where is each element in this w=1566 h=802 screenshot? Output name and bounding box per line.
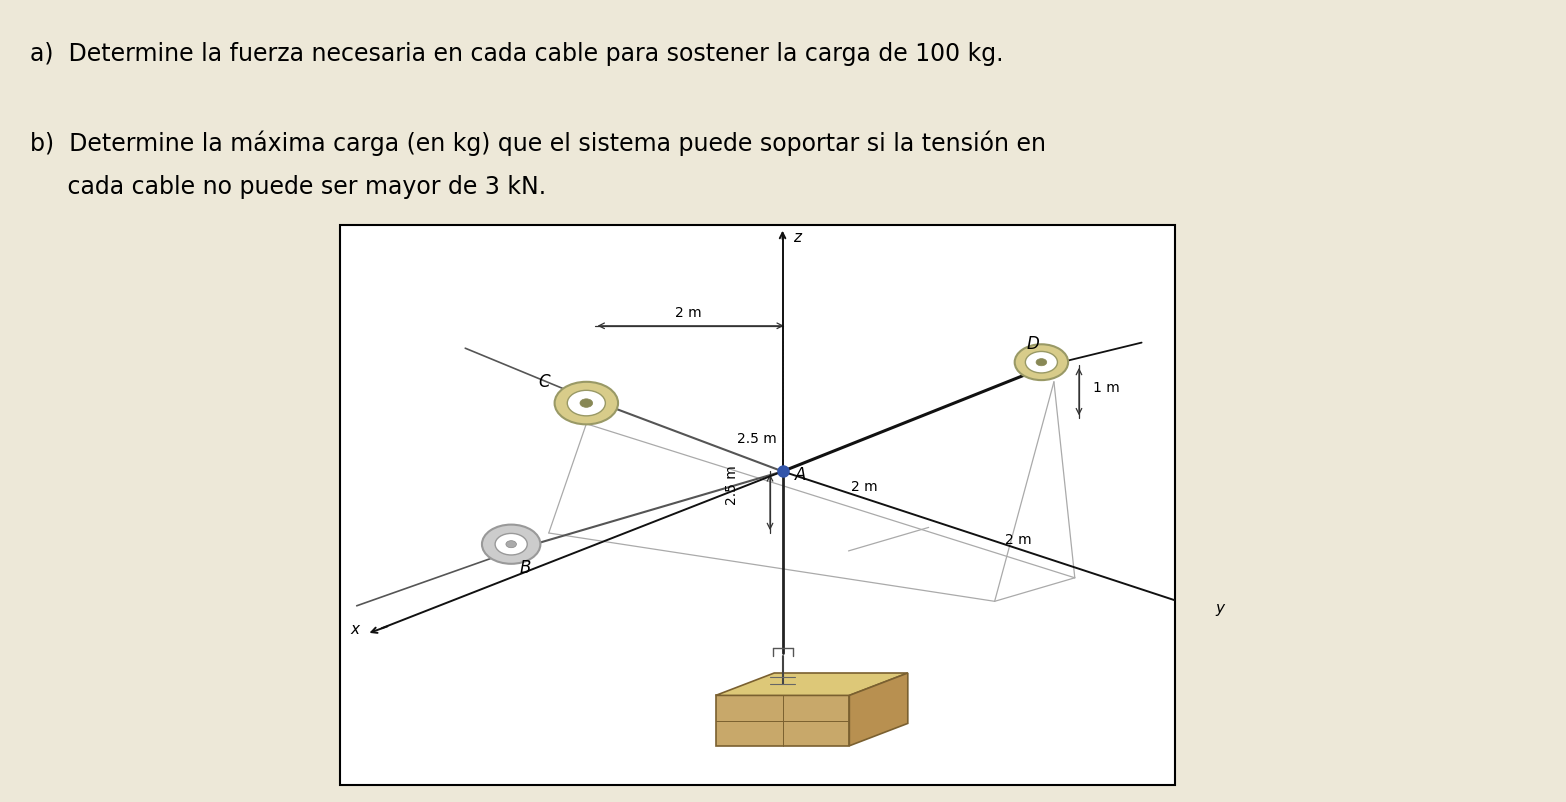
Polygon shape bbox=[849, 673, 908, 746]
Polygon shape bbox=[716, 695, 849, 746]
Circle shape bbox=[482, 525, 540, 564]
Circle shape bbox=[567, 391, 606, 416]
Text: 1 m: 1 m bbox=[1093, 381, 1120, 395]
Bar bbox=[340, 225, 1174, 785]
Polygon shape bbox=[716, 673, 908, 695]
Circle shape bbox=[554, 382, 619, 424]
Circle shape bbox=[1026, 351, 1057, 373]
Text: 2 m: 2 m bbox=[675, 306, 702, 321]
Text: cada cable no puede ser mayor de 3 kN.: cada cable no puede ser mayor de 3 kN. bbox=[30, 175, 547, 199]
Text: 2 m: 2 m bbox=[1005, 533, 1032, 547]
Circle shape bbox=[1015, 344, 1068, 380]
Text: D: D bbox=[1026, 335, 1040, 354]
Circle shape bbox=[579, 399, 592, 407]
Text: C: C bbox=[539, 374, 550, 391]
Circle shape bbox=[1037, 358, 1046, 366]
Text: 2.5 m: 2.5 m bbox=[725, 465, 739, 505]
Circle shape bbox=[495, 533, 528, 555]
Text: 2.5 m: 2.5 m bbox=[736, 432, 777, 447]
Text: y: y bbox=[1215, 601, 1225, 615]
Text: z: z bbox=[792, 230, 800, 245]
Text: A: A bbox=[796, 466, 806, 484]
Text: b)  Determine la máxima carga (en kg) que el sistema puede soportar si la tensió: b) Determine la máxima carga (en kg) que… bbox=[30, 130, 1046, 156]
Text: B: B bbox=[520, 559, 531, 577]
Text: 2 m: 2 m bbox=[850, 480, 877, 494]
Circle shape bbox=[506, 541, 517, 548]
Text: a)  Determine la fuerza necesaria en cada cable para sostener la carga de 100 kg: a) Determine la fuerza necesaria en cada… bbox=[30, 42, 1004, 66]
Text: x: x bbox=[351, 622, 359, 637]
